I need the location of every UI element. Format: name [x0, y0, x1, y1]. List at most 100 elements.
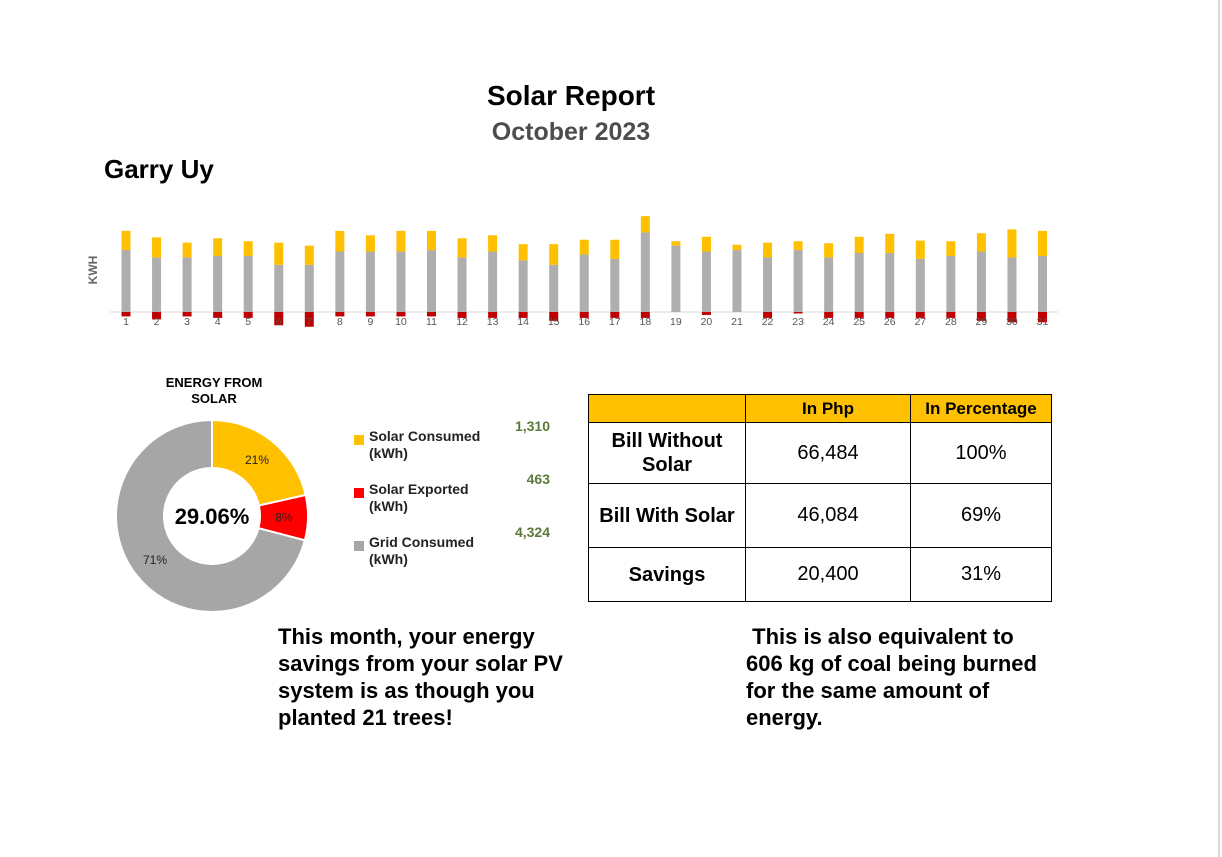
bar-exported: [304, 312, 314, 327]
bar-solar: [274, 242, 284, 265]
bar-grid: [121, 250, 131, 312]
x-tick-label: 11: [426, 316, 437, 328]
bar-grid: [549, 264, 559, 312]
bar-solar: [121, 230, 131, 251]
bar-exported: [701, 312, 711, 315]
row-label-bill-with-solar: Bill With Solar: [588, 483, 746, 548]
bar-solar: [763, 242, 773, 258]
table-header-row: In Php In Percentage: [588, 394, 1052, 423]
bar-grid: [854, 253, 864, 312]
x-tick-label: 21: [731, 316, 743, 328]
bar-solar: [1038, 230, 1047, 256]
bar-exported: [365, 312, 375, 317]
legend-swatch-grid-consumed: [354, 541, 364, 551]
table-header-blank: [588, 394, 746, 423]
cell-php-bill-with-solar: 46,084: [745, 483, 911, 548]
x-tick-label: 14: [517, 316, 529, 328]
bar-exported: [274, 312, 284, 326]
bar-exported: [1038, 312, 1047, 323]
bar-grid: [976, 251, 986, 312]
row-label-savings: Savings: [588, 547, 746, 602]
x-tick-label: 29: [976, 316, 988, 328]
bar-solar: [243, 241, 253, 256]
bar-exported: [579, 312, 589, 318]
cell-pct-bill-without-solar: 100%: [910, 422, 1052, 484]
bar-solar: [824, 243, 834, 258]
x-tick-label: 19: [670, 316, 682, 328]
legend-label-grid-consumed: Grid Consumed (kWh): [369, 534, 475, 567]
bar-grid: [182, 257, 192, 312]
x-tick-label: 28: [945, 316, 957, 328]
bar-exported: [549, 312, 559, 321]
bar-grid: [824, 257, 834, 312]
bar-grid: [365, 251, 375, 312]
bar-exported: [335, 312, 345, 317]
x-tick-label: 15: [548, 316, 560, 328]
x-tick-label: 17: [609, 316, 621, 328]
bar-solar: [946, 241, 956, 256]
coal-message: This is also equivalent to 606 kg of coa…: [746, 624, 1044, 730]
bar-solar: [854, 236, 864, 253]
x-tick-label: 10: [395, 316, 407, 328]
donut-slice-label: 8%: [275, 510, 293, 524]
trees-message: This month, your energy savings from you…: [278, 624, 563, 730]
x-tick-label: 31: [1037, 316, 1049, 328]
bar-grid: [610, 258, 620, 312]
bar-solar: [549, 244, 559, 265]
bar-solar: [793, 241, 803, 251]
bar-grid: [701, 251, 711, 312]
cell-pct-savings: 31%: [910, 547, 1052, 602]
bar-solar: [671, 241, 681, 246]
table-row: Bill With Solar 46,084 69%: [588, 483, 1052, 548]
x-tick-label: 4: [215, 316, 221, 328]
legend-label-solar-consumed: Solar Consumed (kWh): [369, 428, 481, 461]
bar-solar: [701, 236, 711, 252]
x-tick-label: 1: [123, 316, 129, 328]
table-row: Bill Without Solar 66,484 100%: [588, 422, 1052, 484]
legend-solar-consumed: Solar Consumed (kWh) 1,310: [354, 418, 574, 468]
x-tick-label: 18: [640, 316, 652, 328]
bar-grid: [457, 257, 467, 312]
x-tick-label: 9: [367, 316, 373, 328]
energy-donut-chart: 21% 8% 71% 29.06%: [115, 418, 309, 613]
x-tick-label: 24: [823, 316, 835, 328]
x-tick-label: 20: [701, 316, 713, 328]
bar-grid: [152, 257, 162, 312]
bar-solar: [1007, 229, 1017, 258]
bar-exported: [976, 312, 986, 321]
table-header-php: In Php: [745, 394, 911, 423]
legend-label-solar-exported: Solar Exported (kWh): [369, 481, 469, 514]
donut-slice: [115, 418, 307, 613]
table-row: Savings 20,400 31%: [588, 547, 1052, 602]
x-tick-label: 5: [245, 316, 251, 328]
bar-solar: [304, 245, 314, 265]
bar-grid: [640, 232, 650, 312]
x-tick-label: 22: [762, 316, 774, 328]
bar-exported: [885, 312, 895, 318]
x-tick-label: 27: [914, 316, 926, 328]
bar-exported: [121, 312, 131, 317]
bar-solar: [579, 239, 589, 255]
bar-grid: [518, 260, 528, 312]
bar-grid: [1038, 255, 1047, 312]
bar-grid: [1007, 257, 1017, 312]
bar-solar: [640, 216, 650, 233]
bar-exported: [824, 312, 834, 318]
cell-php-savings: 20,400: [745, 547, 911, 602]
bar-grid: [793, 250, 803, 312]
bar-exported: [793, 312, 803, 314]
x-tick-label: 16: [578, 316, 590, 328]
row-label-bill-without-solar: Bill Without Solar: [588, 422, 746, 484]
bar-solar: [610, 239, 620, 259]
x-tick-label: 8: [337, 316, 343, 328]
bar-solar: [915, 240, 925, 259]
bar-grid: [274, 264, 284, 312]
bar-grid: [488, 251, 498, 312]
bar-exported: [396, 312, 406, 317]
bar-solar: [518, 244, 528, 261]
bar-grid: [213, 255, 223, 312]
bar-exported: [488, 312, 498, 318]
bar-solar: [488, 235, 498, 252]
page-edge: [1218, 0, 1220, 857]
